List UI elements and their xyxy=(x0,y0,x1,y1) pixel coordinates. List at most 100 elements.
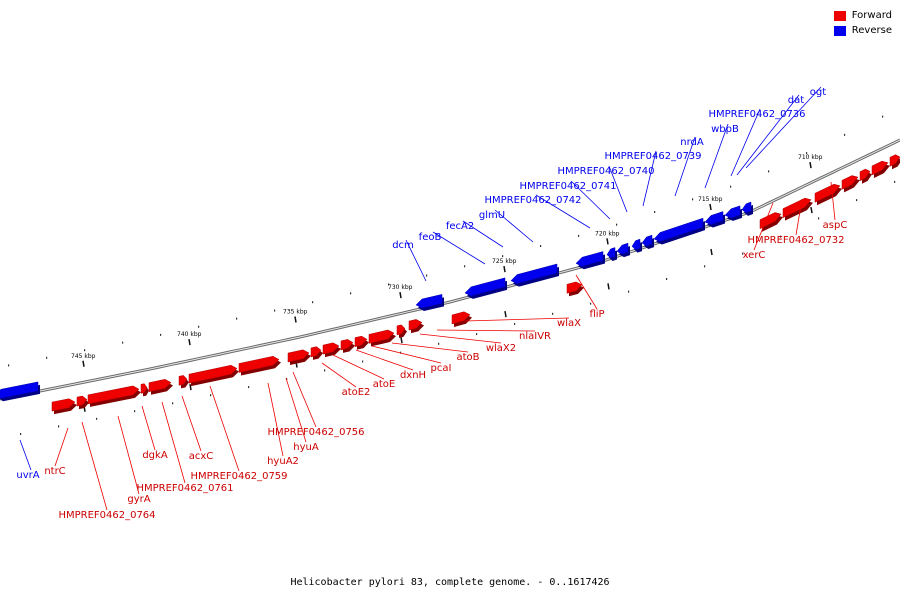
forward-gene-arrow[interactable] xyxy=(340,339,355,353)
forward-gene-arrow[interactable] xyxy=(76,395,89,410)
reverse-gene-arrow[interactable] xyxy=(704,211,725,228)
minor-dot xyxy=(160,333,162,336)
minor-dot xyxy=(590,302,592,305)
gene-label-forward[interactable]: dgkA xyxy=(142,450,167,461)
gene-label-forward[interactable]: gyrA xyxy=(127,494,150,505)
gene-label-reverse[interactable]: feoB xyxy=(419,232,442,243)
forward-gene-arrow[interactable] xyxy=(871,160,890,178)
gene-label-forward[interactable]: HMPREF0462_0756 xyxy=(267,427,364,438)
reverse-gene-arrow[interactable] xyxy=(510,263,559,287)
gene-arrow-body xyxy=(510,263,558,284)
gene-label-forward[interactable]: atoB xyxy=(456,352,479,363)
tick-mark xyxy=(503,266,506,273)
gene-arrow-body xyxy=(87,385,140,405)
gene-label-reverse[interactable]: HMPREF0462_0736 xyxy=(708,109,805,120)
leader-line xyxy=(19,439,32,471)
gene-label-reverse[interactable]: HMPREF0462_0739 xyxy=(604,151,701,162)
gene-label-forward[interactable]: HMPREF0462_0759 xyxy=(190,471,287,482)
gene-arrow-body xyxy=(287,349,310,363)
forward-gene-arrow[interactable] xyxy=(178,375,189,389)
gene-label-reverse[interactable]: dcm xyxy=(392,240,414,251)
forward-gene-arrow[interactable] xyxy=(566,281,584,297)
gene-label-forward[interactable]: atoE2 xyxy=(342,387,371,398)
gene-label-forward[interactable]: HMPREF0462_0761 xyxy=(136,483,233,494)
reverse-gene-arrow[interactable] xyxy=(724,205,742,221)
gene-arrow-body xyxy=(606,247,616,259)
gene-label-forward[interactable]: hyuA xyxy=(293,442,319,453)
leader-line xyxy=(736,94,800,176)
forward-gene-arrow[interactable] xyxy=(51,398,77,415)
forward-gene-arrow[interactable] xyxy=(451,311,472,327)
forward-gene-arrow[interactable] xyxy=(814,183,842,206)
gene-label-reverse[interactable]: uvrA xyxy=(16,470,39,481)
gene-arrow-body xyxy=(724,205,741,219)
gene-label-forward[interactable]: dxnH xyxy=(400,370,426,381)
leader-line xyxy=(535,194,591,229)
gene-label-reverse[interactable]: HMPREF0462_0741 xyxy=(519,181,616,192)
forward-gene-arrow[interactable] xyxy=(859,168,872,184)
gene-label-reverse[interactable]: glmU xyxy=(479,210,505,221)
gene-label-forward[interactable]: nlaIVR xyxy=(519,331,551,342)
gene-label-reverse[interactable]: dat xyxy=(788,95,804,106)
gene-label-forward[interactable]: atoE xyxy=(373,379,396,390)
forward-gene-arrow[interactable] xyxy=(238,355,281,376)
reverse-gene-arrow[interactable] xyxy=(415,294,444,312)
reverse-gene-arrow[interactable] xyxy=(631,238,642,253)
tick-label: 715 kbp xyxy=(698,196,723,203)
forward-gene-arrow[interactable] xyxy=(889,154,900,170)
minor-dot xyxy=(894,180,896,183)
gene-label-forward[interactable]: ntrC xyxy=(44,466,65,477)
reverse-gene-arrow[interactable] xyxy=(653,217,705,245)
minor-dot xyxy=(514,322,516,325)
minor-dot xyxy=(134,410,136,413)
gene-label-forward[interactable]: hyuA2 xyxy=(267,456,299,467)
leader-line xyxy=(575,274,598,310)
forward-gene-arrow[interactable] xyxy=(140,383,149,397)
forward-gene-arrow[interactable] xyxy=(354,335,369,350)
leader-line xyxy=(642,150,657,207)
reverse-gene-arrow[interactable] xyxy=(741,201,753,216)
reverse-gene-arrow[interactable] xyxy=(616,242,630,258)
legend-reverse-label: Reverse xyxy=(851,25,892,36)
reverse-gene-arrow[interactable] xyxy=(606,247,617,261)
minor-dot xyxy=(388,283,390,286)
minor-dot xyxy=(654,211,656,213)
forward-gene-arrow[interactable] xyxy=(148,379,173,395)
leader-line xyxy=(181,395,202,452)
gene-label-forward[interactable]: HMPREF0462_0732 xyxy=(747,235,844,246)
gene-label-reverse[interactable]: HMPREF0462_0742 xyxy=(484,195,581,206)
leader-line xyxy=(570,180,611,220)
forward-gene-arrow[interactable] xyxy=(322,342,341,358)
gene-label-reverse[interactable]: fecA2 xyxy=(446,221,474,232)
reverse-gene-arrow[interactable] xyxy=(575,251,605,270)
gene-label-forward[interactable]: pcaI xyxy=(431,363,452,374)
gene-label-forward[interactable]: xerC xyxy=(743,250,766,261)
forward-gene-arrow[interactable] xyxy=(841,175,860,193)
forward-gene-arrow[interactable] xyxy=(396,324,407,338)
reverse-gene-arrow[interactable] xyxy=(0,381,40,402)
reverse-gene-arrow[interactable] xyxy=(641,234,654,249)
forward-gene-arrow[interactable] xyxy=(310,346,323,360)
reverse-gene-arrow[interactable] xyxy=(464,277,507,299)
gene-label-forward[interactable]: wlaX2 xyxy=(486,343,516,354)
gene-label-forward[interactable]: fliP xyxy=(589,309,604,320)
gene-label-reverse[interactable]: nrdA xyxy=(680,137,704,148)
tick-mark-lower xyxy=(400,337,403,344)
forward-gene-arrow[interactable] xyxy=(408,319,424,334)
forward-gene-arrow[interactable] xyxy=(782,197,813,221)
forward-gene-arrow[interactable] xyxy=(87,385,141,407)
forward-gene-arrow[interactable] xyxy=(759,212,783,232)
gene-label-reverse[interactable]: HMPREF0462_0740 xyxy=(557,166,654,177)
forward-gene-arrow[interactable] xyxy=(188,364,239,387)
gene-label-reverse[interactable]: wbpB xyxy=(711,124,739,135)
gene-label-forward[interactable]: acxC xyxy=(189,451,214,462)
gene-label-forward[interactable]: wlaX xyxy=(557,318,581,329)
forward-gene-arrow[interactable] xyxy=(368,329,396,347)
gene-label-forward[interactable]: HMPREF0462_0764 xyxy=(58,510,155,521)
minor-dot xyxy=(818,217,820,220)
forward-gene-arrow[interactable] xyxy=(287,349,311,366)
gene-label-reverse[interactable]: ogt xyxy=(810,87,826,98)
gene-label-forward[interactable]: aspC xyxy=(823,220,848,231)
leader-line xyxy=(209,385,240,472)
